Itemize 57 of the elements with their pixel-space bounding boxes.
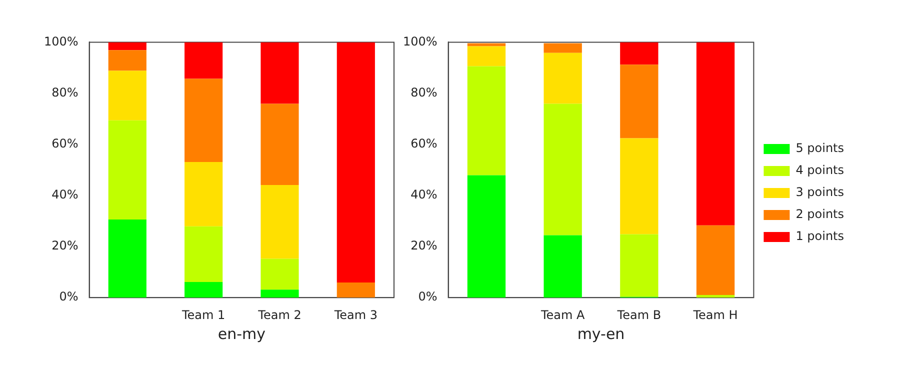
bar bbox=[696, 295, 735, 298]
bar bbox=[260, 104, 299, 185]
x-axis-title: en-my bbox=[218, 324, 266, 343]
legend-label: 4 points bbox=[796, 163, 844, 178]
y-tick-label: 100% bbox=[44, 34, 78, 48]
bar bbox=[696, 42, 735, 226]
bar bbox=[108, 50, 146, 71]
bar bbox=[467, 46, 506, 66]
bar bbox=[620, 64, 658, 138]
bar bbox=[108, 219, 146, 298]
bar bbox=[467, 175, 506, 298]
bar bbox=[544, 235, 582, 298]
x-tick-label: Team 3 bbox=[333, 308, 378, 322]
bar bbox=[544, 43, 582, 53]
y-tick-label: 0% bbox=[418, 290, 438, 304]
bar bbox=[184, 282, 223, 298]
y-tick-label: 20% bbox=[410, 238, 438, 253]
bar bbox=[108, 120, 146, 220]
bar bbox=[620, 138, 658, 234]
bar bbox=[620, 42, 658, 65]
bar bbox=[336, 282, 375, 298]
x-axis-title: my-en bbox=[577, 324, 625, 343]
x-tick-label: Team B bbox=[616, 308, 662, 322]
bar bbox=[544, 104, 582, 236]
y-tick-label: 80% bbox=[52, 85, 78, 100]
x-tick-label: Team 2 bbox=[257, 308, 302, 322]
y-tick-label: 40% bbox=[52, 188, 78, 202]
legend-label: 1 points bbox=[796, 229, 844, 244]
bar bbox=[260, 42, 299, 104]
legend-label: 5 points bbox=[796, 141, 844, 156]
legend-label: 2 points bbox=[796, 207, 844, 222]
bar bbox=[184, 162, 223, 226]
bar bbox=[184, 78, 223, 162]
legend-label: 3 points bbox=[796, 185, 844, 200]
bar bbox=[184, 226, 223, 282]
x-tick-label: Team A bbox=[540, 308, 586, 322]
bar bbox=[544, 52, 582, 104]
bar bbox=[260, 184, 299, 259]
y-tick-label: 80% bbox=[410, 85, 438, 100]
bar bbox=[260, 290, 299, 298]
bar bbox=[108, 42, 146, 50]
bar bbox=[620, 234, 658, 297]
y-tick-label: 60% bbox=[52, 136, 78, 150]
y-tick-label: 40% bbox=[410, 188, 438, 202]
y-tick-label: 60% bbox=[410, 136, 438, 150]
y-tick-label: 100% bbox=[402, 34, 438, 48]
x-tick-label: Team 1 bbox=[180, 308, 226, 322]
bar bbox=[108, 70, 146, 120]
bar bbox=[184, 42, 223, 79]
bar bbox=[467, 43, 506, 46]
bar bbox=[336, 42, 375, 283]
bar bbox=[467, 66, 506, 176]
y-tick-label: 0% bbox=[59, 290, 78, 304]
y-tick-label: 20% bbox=[52, 238, 78, 253]
x-tick-label: Team H bbox=[692, 308, 738, 322]
bar bbox=[260, 258, 299, 290]
bar bbox=[696, 225, 735, 296]
